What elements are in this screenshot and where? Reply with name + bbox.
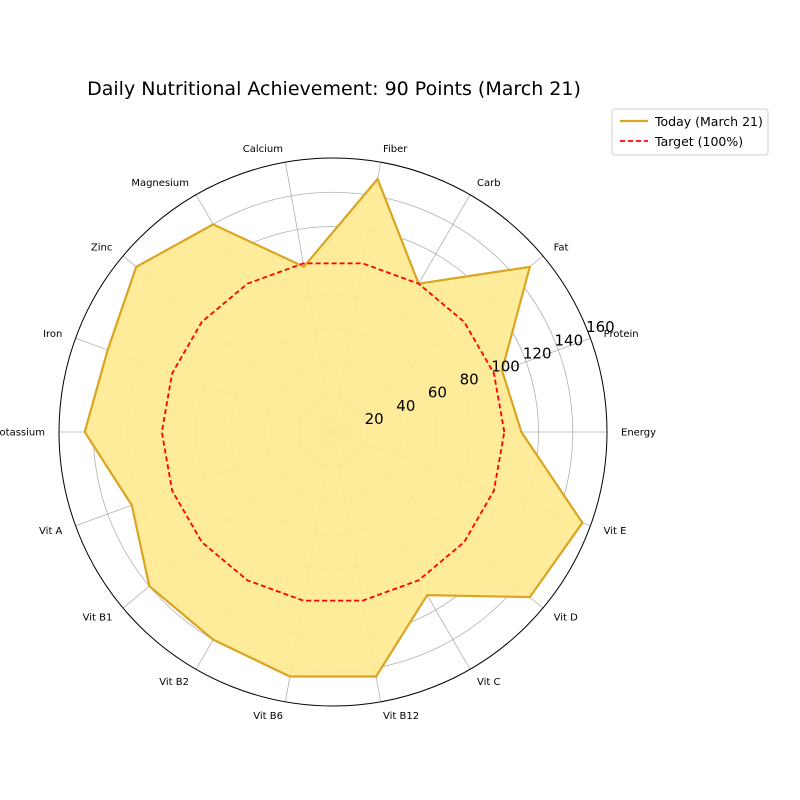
category-label: Vit B1: [83, 613, 113, 624]
category-label: Vit B6: [253, 711, 283, 722]
chart-title: Daily Nutritional Achievement: 90 Points…: [87, 78, 581, 100]
category-label: Vit C: [477, 677, 500, 688]
radial-tick-label: 40: [396, 397, 415, 415]
radial-tick-label: 20: [365, 410, 384, 428]
category-label: Potassium: [0, 428, 45, 439]
radial-tick-label: 140: [555, 331, 584, 349]
radial-tick-label: 100: [491, 358, 520, 376]
legend: Today (March 21) Target (100%): [611, 108, 769, 156]
category-label: Fat: [554, 242, 569, 253]
category-label: Magnesium: [131, 178, 189, 189]
radial-tick-label: 120: [523, 344, 552, 362]
category-label: Vit E: [604, 526, 627, 537]
category-label: Fiber: [383, 144, 408, 155]
series-today-area: [83, 176, 584, 678]
series-layer: [83, 176, 584, 678]
radial-tick-label: 160: [586, 318, 615, 336]
legend-box: [611, 108, 769, 156]
legend-label-target: Target (100%): [654, 134, 743, 149]
category-label: Vit D: [554, 613, 578, 624]
category-label: Protein: [604, 329, 639, 340]
category-labels: Energy Protein Fat Carb Fiber Calcium Magnesiu…: [0, 144, 656, 722]
category-label: Iron: [43, 329, 62, 340]
category-label: Energy: [621, 428, 656, 439]
legend-label-today: Today (March 21): [654, 114, 763, 129]
category-label: Zinc: [91, 242, 112, 253]
category-label: Carb: [477, 178, 501, 189]
radar-outer-circle: [58, 157, 608, 707]
category-label: Vit B2: [159, 677, 189, 688]
radial-tick-label: 60: [428, 384, 447, 402]
radial-tick-label: 80: [460, 371, 479, 389]
series-target-line: [160, 262, 506, 602]
category-label: Vit A: [39, 526, 62, 537]
category-label: Calcium: [243, 144, 283, 155]
category-label: Vit B12: [383, 711, 419, 722]
